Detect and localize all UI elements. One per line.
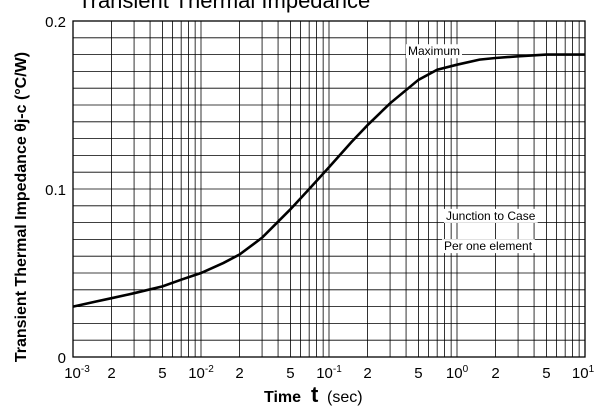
x-tick-label: 10-1 xyxy=(316,364,342,382)
x-axis-label: Time t (sec) xyxy=(264,382,363,407)
series-line-impedance xyxy=(72,53,585,308)
y-tick-label: 0.2 xyxy=(45,14,66,31)
y-tick-labels: 0 0.1 0.2 xyxy=(45,14,66,367)
y-tick-label: 0 xyxy=(58,350,66,367)
x-axis-label-unit: (sec) xyxy=(327,389,363,406)
x-tick-label: 101 xyxy=(572,364,595,382)
plot-frame xyxy=(72,20,586,358)
x-tick-label: 2 xyxy=(235,365,243,382)
x-tick-label: 5 xyxy=(286,365,294,382)
x-tick-label: 2 xyxy=(363,365,371,382)
annotation-text: Maximum xyxy=(408,44,460,58)
x-tick-label: 100 xyxy=(446,364,469,382)
annotation-junction: Junction to Case xyxy=(444,208,538,223)
x-tick-label: 5 xyxy=(542,365,550,382)
x-tick-label: 5 xyxy=(158,365,166,382)
annotation-text: Junction to Case xyxy=(446,209,536,223)
y-axis-label: Transient Thermal Impedance θj-c (°C/W) xyxy=(13,52,30,362)
annotation-maximum: Maximum xyxy=(406,44,463,59)
x-axis-label-symbol: t xyxy=(311,382,319,407)
annotation-element: Per one element xyxy=(442,239,535,254)
chart-grid xyxy=(73,21,585,357)
x-tick-label: 5 xyxy=(414,365,422,382)
x-tick-labels: 10-3 2 5 10-2 2 5 10-1 2 5 100 2 5 101 xyxy=(64,364,594,382)
y-tick-label: 0.1 xyxy=(45,182,66,199)
x-axis-label-prefix: Time xyxy=(264,389,301,406)
chart-title: Transient Thermal Impedance xyxy=(78,0,370,13)
x-tick-label: 2 xyxy=(107,365,115,382)
x-tick-label: 10-2 xyxy=(188,364,214,382)
annotation-text: Per one element xyxy=(444,239,533,253)
x-tick-label: 2 xyxy=(491,365,499,382)
x-tick-label: 10-3 xyxy=(64,364,90,382)
chart-annotations: Maximum Junction to Case Per one element xyxy=(406,44,538,254)
